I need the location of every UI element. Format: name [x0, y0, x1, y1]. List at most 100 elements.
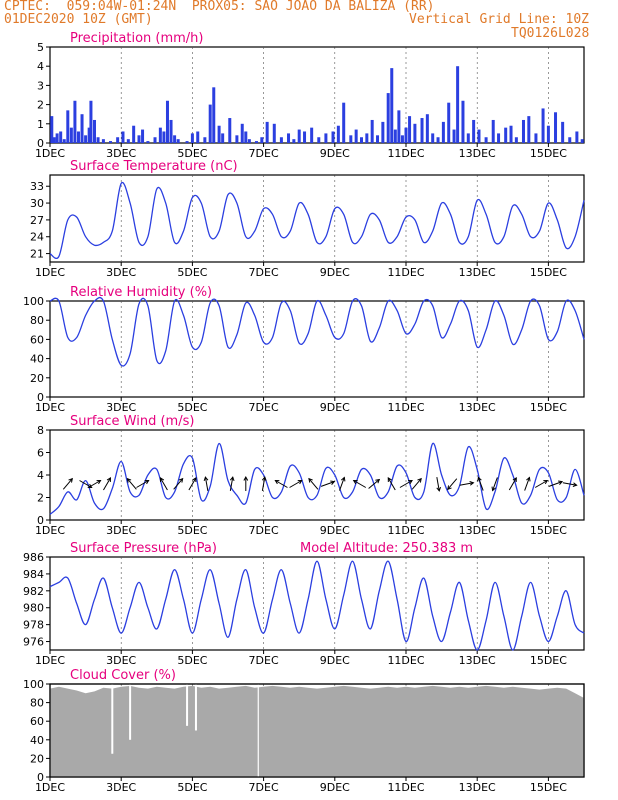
x-tick-label: 13DEC	[459, 524, 496, 537]
x-tick-label: 5DEC	[177, 781, 207, 794]
y-tick-label: 0	[37, 137, 44, 150]
precip-bar	[477, 129, 481, 143]
precip-bar	[349, 135, 353, 143]
y-tick-label: 2	[37, 99, 44, 112]
precip-bar	[413, 123, 417, 143]
cloud-dip	[111, 684, 114, 754]
wind-arrow	[103, 477, 111, 491]
panel-frame-wind	[49, 429, 585, 521]
precip-bar	[331, 131, 335, 143]
y-tick-label: 3	[37, 79, 44, 92]
wind-arrow	[459, 482, 474, 486]
x-tick-label: 1DEC	[35, 266, 65, 279]
precip-bar	[50, 116, 54, 143]
y-tick-label: 24	[30, 231, 44, 244]
y-tick-label: 60	[30, 333, 44, 346]
wind-arrow	[339, 477, 345, 491]
precip-bar	[287, 133, 291, 143]
wind-arrow-head	[68, 477, 73, 483]
precip-bar	[397, 110, 401, 143]
x-tick-label: 7DEC	[249, 147, 279, 160]
wind-arrow	[261, 477, 266, 491]
precip-bar	[221, 133, 225, 143]
y-tick-label: 4	[37, 469, 44, 482]
wind-arrow-head	[126, 477, 132, 483]
precip-bar	[491, 119, 495, 143]
y-tick-label: 982	[23, 585, 44, 598]
wind-arrow	[436, 477, 440, 491]
cloud-dip	[186, 684, 189, 726]
wind-arrow-head	[178, 477, 184, 483]
precip-bar	[146, 141, 150, 143]
precip-bar	[132, 125, 136, 143]
precip-bar	[173, 135, 177, 143]
x-tick-label: 5DEC	[177, 147, 207, 160]
wind-arrow	[399, 480, 413, 488]
precip-bar	[509, 125, 513, 143]
precip-bar	[310, 127, 314, 143]
y-tick-label: 0	[37, 771, 44, 784]
x-tick-label: 11DEC	[387, 147, 424, 160]
y-tick-label: 40	[30, 353, 44, 366]
x-tick-label: 9DEC	[320, 266, 350, 279]
x-tick-label: 15DEC	[530, 654, 567, 667]
x-tick-label: 5DEC	[177, 401, 207, 414]
wind-arrow-head	[408, 479, 413, 485]
header-date: 01DEC2020 10Z (GMT)	[4, 12, 153, 27]
x-tick-label: 15DEC	[530, 524, 567, 537]
x-tick-label: 3DEC	[106, 654, 136, 667]
precip-bar	[76, 131, 80, 143]
precip-bar	[303, 131, 307, 143]
wind-arrow-head	[558, 480, 564, 485]
precip-bar	[93, 119, 96, 143]
panel-frame-precip	[49, 46, 585, 144]
x-tick-label: 9DEC	[320, 401, 350, 414]
precip-bar	[404, 127, 408, 143]
wind-arrow-head	[447, 485, 452, 491]
precip-bar	[472, 119, 476, 143]
precip-bar	[87, 127, 91, 143]
precip-bar	[69, 127, 73, 143]
precip-bar	[425, 114, 429, 143]
precip-bar	[80, 114, 84, 143]
y-tick-label: 984	[23, 568, 44, 581]
cloud-dip	[194, 684, 197, 731]
precip-bar	[336, 125, 340, 143]
header-grid-note: Vertical Grid Line: 10Z	[409, 12, 590, 27]
y-tick-label: 33	[30, 180, 44, 193]
precip-bar	[190, 133, 194, 143]
x-tick-label: 15DEC	[530, 781, 567, 794]
precip-bar	[66, 110, 70, 143]
header-location: CPTEC: 059:04W-01:24N PROX05: SAO JOAO D…	[4, 0, 435, 14]
x-tick-label: 15DEC	[530, 401, 567, 414]
wind-arrow	[447, 478, 458, 490]
x-tick-label: 9DEC	[320, 524, 350, 537]
x-tick-label: 9DEC	[320, 781, 350, 794]
y-tick-label: 40	[30, 734, 44, 747]
wind-arrow	[159, 477, 168, 491]
precip-bar	[568, 137, 572, 143]
y-tick-label: 2	[37, 492, 44, 505]
wind-arrow	[229, 477, 234, 491]
precip-bar	[101, 139, 105, 143]
y-tick-label: 80	[30, 314, 44, 327]
wind-arrow-head	[229, 476, 235, 482]
panel-annotation-pres: Model Altitude: 250.383 m	[300, 541, 473, 556]
wind-arrow-head	[572, 482, 578, 487]
wind-arrow	[508, 477, 517, 491]
precip-bar	[546, 125, 550, 143]
y-tick-label: 8	[37, 424, 44, 437]
precip-bar	[89, 100, 93, 143]
x-tick-label: 1DEC	[35, 781, 65, 794]
wind-arrow-head	[297, 479, 303, 485]
x-tick-label: 7DEC	[249, 401, 279, 414]
x-tick-label: 7DEC	[249, 266, 279, 279]
precip-bar	[447, 102, 451, 143]
x-tick-label: 15DEC	[530, 147, 567, 160]
precip-bar	[73, 100, 77, 143]
wind-arrow	[548, 481, 563, 487]
precip-bar	[484, 137, 488, 143]
x-tick-label: 13DEC	[459, 781, 496, 794]
wind-arrow-head	[274, 479, 280, 485]
